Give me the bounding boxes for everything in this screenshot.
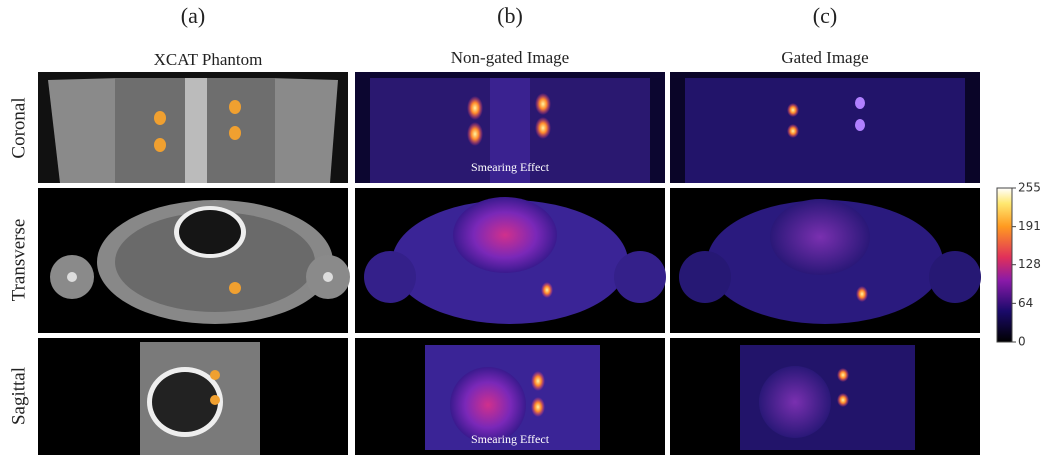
column-title: XCAT Phantom: [154, 50, 263, 69]
row-label: Transverse: [8, 219, 29, 302]
column-letter: (b): [497, 3, 523, 28]
column-title: Non-gated Image: [451, 48, 569, 67]
panel-transverse-nongated: [355, 188, 666, 333]
colorbar-ticks: 0 64 128 191 255: [1012, 181, 1041, 349]
panel-sagittal-gated: [670, 338, 980, 455]
panel-transverse-gated: [670, 188, 981, 333]
colorbar: [997, 188, 1012, 342]
panel-sagittal-phantom: [38, 338, 348, 455]
colorbar-tick-label: 64: [1018, 296, 1033, 310]
column-letter: (c): [813, 3, 837, 28]
panel-sagittal-nongated: Smearing Effect: [355, 338, 665, 455]
annotation: Smearing Effect: [471, 160, 550, 174]
row-label: Coronal: [8, 97, 29, 158]
panel-coronal-nongated: Smearing Effect: [355, 72, 665, 183]
panel-coronal-phantom: [38, 72, 348, 183]
colorbar-tick-label: 191: [1018, 219, 1041, 233]
annotation: Smearing Effect: [471, 432, 550, 446]
figure: (a) (b) (c) XCAT Phantom Non-gated Image…: [0, 0, 1049, 459]
colorbar-tick-label: 0: [1018, 335, 1026, 349]
panel-coronal-gated: [670, 72, 980, 183]
colorbar-tick-label: 128: [1018, 257, 1041, 271]
panel-transverse-phantom: [38, 188, 350, 333]
column-letter: (a): [181, 3, 205, 28]
row-label: Sagittal: [8, 367, 29, 425]
colorbar-tick-label: 255: [1018, 181, 1041, 195]
column-title: Gated Image: [781, 48, 868, 67]
